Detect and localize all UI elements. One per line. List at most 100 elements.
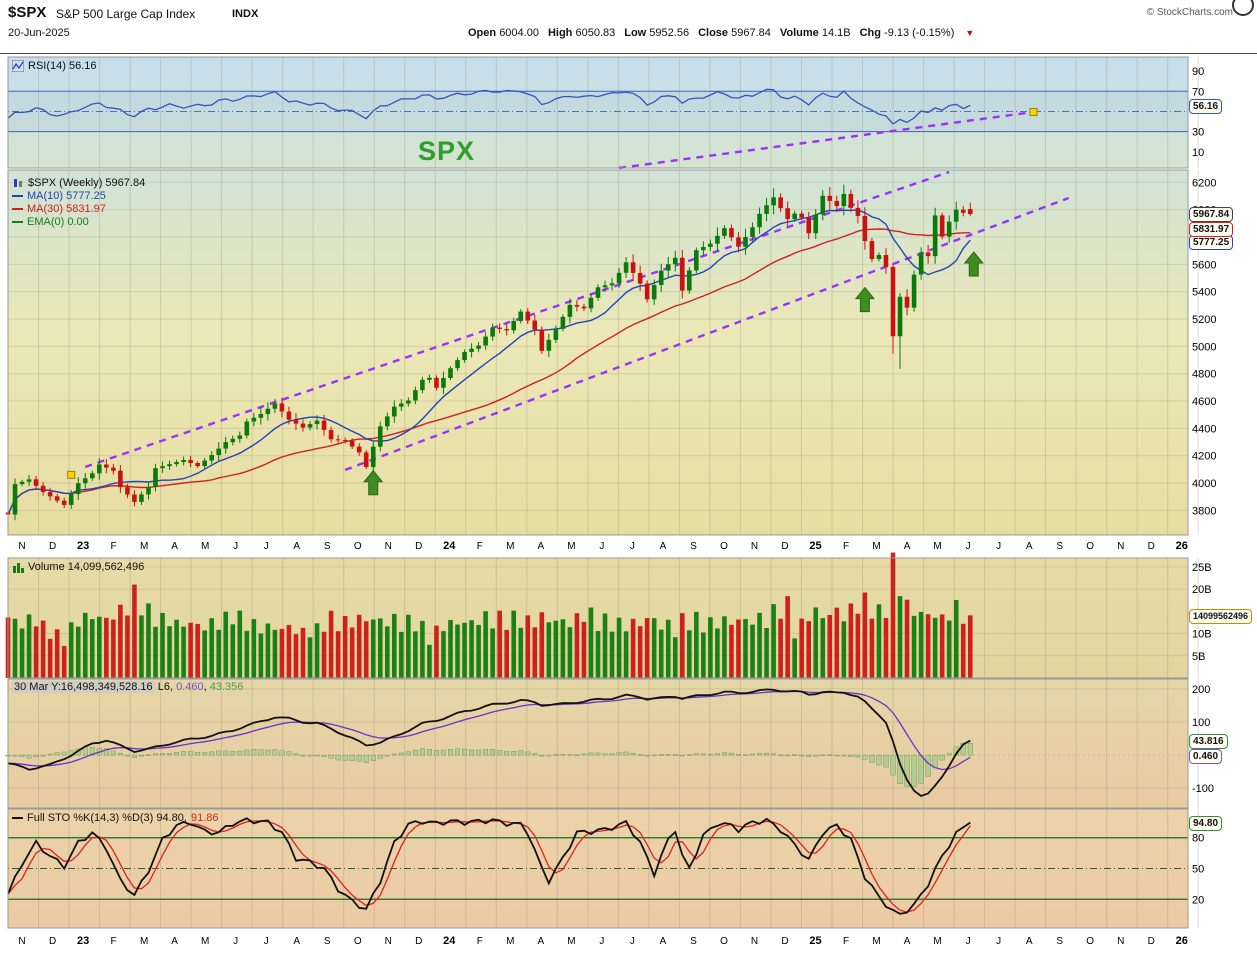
ind-histogram [5, 742, 973, 788]
svg-text:F: F [111, 541, 117, 552]
sto-panel-border [7, 808, 1189, 929]
svg-text:N: N [18, 541, 25, 552]
svg-text:M: M [506, 541, 514, 552]
svg-text:A: A [660, 541, 667, 552]
sto-d-value: 91.86 [190, 811, 219, 824]
svg-text:F: F [843, 936, 849, 947]
rsi-panel-bg [8, 57, 1188, 168]
ema-swatch [12, 220, 23, 223]
up-arrow-annotation [963, 251, 984, 277]
ind-value-2: 43.356 [209, 681, 244, 693]
symbol-title: $SPX [8, 4, 47, 21]
sto-label: Full STO %K(14,3) %D(3) 94.80, [27, 811, 187, 824]
ohlc-row: Open 6004.00 High 6050.83 Low 5952.56 Cl… [468, 27, 974, 39]
chg-value: -9.13 (-0.15%) [884, 27, 955, 39]
ma30-swatch [12, 207, 23, 210]
svg-text:5400: 5400 [1192, 287, 1216, 299]
svg-text:O: O [1086, 541, 1094, 552]
ind-signal-line [7, 690, 971, 771]
svg-text:26: 26 [1176, 935, 1188, 947]
trendline-handle-marker [1029, 107, 1038, 116]
svg-text:J: J [630, 936, 635, 947]
svg-text:J: J [996, 936, 1001, 947]
rsi-value-badge: 56.16 [1189, 99, 1223, 114]
ind-value-1: 0.460 [176, 681, 204, 693]
svg-text:N: N [18, 936, 25, 947]
svg-text:A: A [293, 541, 300, 552]
svg-text:M: M [506, 936, 514, 947]
volume-legend: Volume 14,099,562,496 [12, 560, 144, 573]
horizontal-gridlines [8, 181, 1188, 789]
volume-value-badge: 14099562496 [1189, 609, 1253, 624]
svg-text:23: 23 [77, 935, 89, 947]
price-panel-bg [8, 170, 1188, 535]
change-down-icon[interactable]: ▼ [965, 28, 975, 38]
svg-text:S: S [690, 541, 697, 552]
low-value: 5952.56 [649, 27, 690, 39]
ind-label-mid: L6, [157, 681, 173, 693]
svg-text:5000: 5000 [1192, 341, 1216, 353]
svg-text:D: D [1148, 541, 1155, 552]
spx-text-annotation[interactable]: SPX [418, 136, 476, 166]
sto-k-swatch [12, 816, 23, 819]
high-value: 6050.83 [575, 27, 616, 39]
svg-text:A: A [538, 541, 545, 552]
svg-text:70: 70 [1192, 86, 1204, 98]
svg-text:M: M [872, 936, 880, 947]
sto-k-line [7, 817, 971, 915]
svg-text:6200: 6200 [1192, 177, 1216, 189]
ema-legend: EMA(0) 0.00 [27, 215, 89, 228]
svg-text:4200: 4200 [1192, 451, 1216, 463]
svg-text:D: D [49, 936, 56, 947]
svg-text:D: D [415, 936, 422, 947]
svg-text:N: N [385, 936, 392, 947]
svg-text:A: A [904, 936, 911, 947]
ma10-value-badge: 5777.25 [1189, 235, 1234, 250]
svg-text:S: S [324, 936, 331, 947]
svg-text:10B: 10B [1192, 629, 1212, 641]
chart-settings-icon[interactable] [1232, 0, 1254, 16]
svg-text:24: 24 [443, 935, 456, 947]
x-axis-labels: N D 23 F M A M J J A S O N D 24 F M A M J J A S O N D 25 F M A M J J A S O N… [18, 540, 1187, 947]
ind-value-badge-2: 0.460 [1189, 749, 1223, 764]
svg-text:M: M [933, 936, 941, 947]
svg-text:M: M [567, 541, 575, 552]
svg-text:25: 25 [809, 540, 821, 552]
svg-text:20B: 20B [1192, 584, 1212, 596]
svg-text:A: A [171, 541, 178, 552]
symbol-name: S&P 500 Large Cap Index [56, 7, 196, 21]
svg-text:25B: 25B [1192, 562, 1212, 574]
svg-text:25: 25 [809, 935, 821, 947]
svg-text:-100: -100 [1192, 783, 1214, 795]
svg-text:90: 90 [1192, 66, 1204, 78]
ma10-legend: MA(10) 5777.25 [27, 189, 106, 202]
svg-text:J: J [630, 541, 635, 552]
price-panel-border [7, 169, 1189, 536]
low-label: Low [624, 27, 647, 39]
svg-text:4800: 4800 [1192, 369, 1216, 381]
svg-text:F: F [477, 541, 483, 552]
volume-icon [13, 562, 24, 573]
svg-text:J: J [599, 541, 604, 552]
svg-text:S: S [324, 541, 331, 552]
svg-text:A: A [1026, 541, 1033, 552]
volume-bars [5, 552, 973, 678]
svg-text:A: A [1026, 936, 1033, 947]
svg-text:M: M [567, 936, 575, 947]
close-label: Close [698, 27, 729, 39]
svg-text:D: D [781, 936, 788, 947]
svg-text:D: D [1148, 936, 1155, 947]
svg-text:D: D [415, 541, 422, 552]
volume-panel-label: Volume 14,099,562,496 [28, 560, 145, 573]
svg-text:J: J [233, 936, 238, 947]
chg-label: Chg [859, 27, 881, 39]
svg-text:100: 100 [1192, 717, 1210, 729]
up-arrow-annotation [363, 469, 384, 496]
indicator-icon [12, 59, 24, 72]
svg-text:N: N [751, 541, 758, 552]
svg-text:D: D [781, 541, 788, 552]
ma10-swatch [12, 194, 23, 197]
svg-text:24: 24 [443, 540, 456, 552]
